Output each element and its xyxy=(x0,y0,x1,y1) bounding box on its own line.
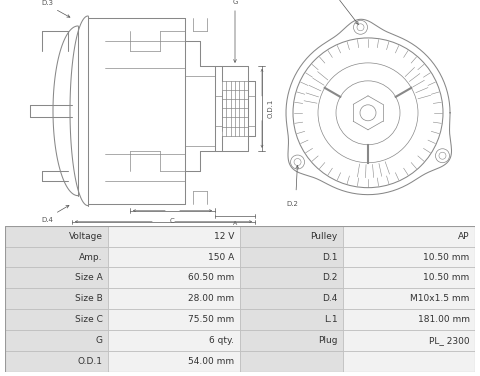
Text: L.1: L.1 xyxy=(158,227,168,233)
Bar xyxy=(240,331,344,351)
Text: C: C xyxy=(169,218,174,224)
Bar xyxy=(108,288,240,309)
Text: 6 qty.: 6 qty. xyxy=(209,336,234,345)
Text: Size C: Size C xyxy=(75,315,103,324)
Bar xyxy=(344,226,475,247)
Bar xyxy=(5,226,108,247)
Bar xyxy=(240,351,344,372)
Text: Amp.: Amp. xyxy=(79,253,103,262)
Bar xyxy=(5,331,108,351)
Text: 28.00 mm: 28.00 mm xyxy=(188,294,234,303)
Text: 181.00 mm: 181.00 mm xyxy=(418,315,469,324)
Text: D.4: D.4 xyxy=(41,217,53,223)
Text: D.2: D.2 xyxy=(286,201,298,207)
Text: D.2: D.2 xyxy=(323,273,338,282)
Text: 75.50 mm: 75.50 mm xyxy=(188,315,234,324)
Text: O.D.1: O.D.1 xyxy=(78,357,103,366)
Bar xyxy=(240,267,344,288)
Text: Voltage: Voltage xyxy=(69,232,103,241)
Text: Size A: Size A xyxy=(75,273,103,282)
Text: G: G xyxy=(96,336,103,345)
Bar xyxy=(108,331,240,351)
Text: 12 V: 12 V xyxy=(214,232,234,241)
Bar xyxy=(5,309,108,331)
Text: L.1: L.1 xyxy=(324,315,338,324)
Bar xyxy=(108,247,240,267)
Text: D.3: D.3 xyxy=(41,0,53,6)
Text: Size B: Size B xyxy=(75,294,103,303)
Text: 150 A: 150 A xyxy=(208,253,234,262)
Bar xyxy=(240,247,344,267)
Bar xyxy=(5,288,108,309)
Text: A: A xyxy=(233,221,237,226)
Bar xyxy=(240,226,344,247)
Bar xyxy=(344,309,475,331)
Bar xyxy=(344,288,475,309)
Text: Plug: Plug xyxy=(318,336,338,345)
Text: 60.50 mm: 60.50 mm xyxy=(188,273,234,282)
Text: PL_ 2300: PL_ 2300 xyxy=(429,336,469,345)
Bar xyxy=(108,309,240,331)
Bar xyxy=(344,351,475,372)
Bar xyxy=(344,331,475,351)
Text: M10x1.5 mm: M10x1.5 mm xyxy=(410,294,469,303)
Bar xyxy=(240,309,344,331)
Bar xyxy=(108,267,240,288)
Text: 54.00 mm: 54.00 mm xyxy=(188,357,234,366)
Text: D.1: D.1 xyxy=(323,253,338,262)
Text: G: G xyxy=(232,0,238,5)
Text: Pulley: Pulley xyxy=(311,232,338,241)
Bar xyxy=(344,267,475,288)
Bar xyxy=(5,351,108,372)
Bar xyxy=(5,267,108,288)
Bar xyxy=(108,226,240,247)
Bar xyxy=(344,247,475,267)
Bar xyxy=(108,351,240,372)
Text: 10.50 mm: 10.50 mm xyxy=(423,273,469,282)
Bar xyxy=(5,247,108,267)
Text: 10.50 mm: 10.50 mm xyxy=(423,253,469,262)
Text: AP: AP xyxy=(458,232,469,241)
Bar xyxy=(240,288,344,309)
Text: O.D.1: O.D.1 xyxy=(268,99,274,118)
Text: D.4: D.4 xyxy=(323,294,338,303)
